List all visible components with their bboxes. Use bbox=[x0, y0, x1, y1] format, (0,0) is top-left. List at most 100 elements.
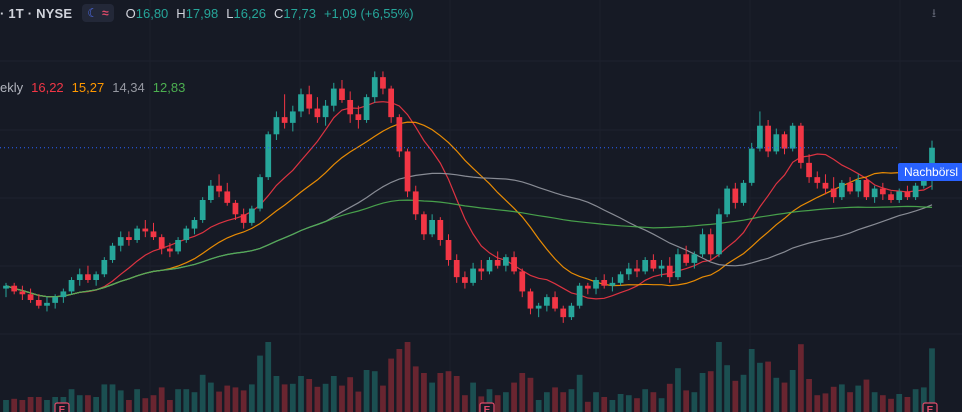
candle bbox=[388, 85, 395, 123]
earnings-marker-label: E bbox=[927, 405, 934, 412]
candle-body bbox=[306, 94, 313, 109]
volume-bar bbox=[486, 389, 493, 412]
session-badge[interactable]: Nachbörsl bbox=[898, 163, 962, 181]
volume-bar bbox=[183, 389, 190, 412]
candle bbox=[814, 171, 821, 189]
volume-bar bbox=[716, 342, 722, 412]
volume-bar bbox=[240, 390, 247, 412]
volume-bar bbox=[470, 382, 476, 412]
volume-bar bbox=[191, 392, 198, 412]
candle bbox=[789, 122, 796, 152]
volume-bar bbox=[658, 398, 665, 412]
candle-body bbox=[380, 77, 386, 89]
volume-bar bbox=[789, 370, 796, 412]
volume-bar bbox=[806, 379, 812, 412]
ma-value-2: 15,27 bbox=[71, 79, 105, 95]
ohlc-close: C17,73 bbox=[274, 5, 316, 21]
arrow-down-icon[interactable]: ⭳ bbox=[931, 6, 937, 20]
candle bbox=[519, 268, 526, 298]
candle-body bbox=[806, 162, 812, 178]
ma-legend-label[interactable]: ekly bbox=[0, 79, 24, 95]
candle-body bbox=[322, 105, 329, 118]
candle bbox=[35, 294, 42, 309]
earnings-marker: E bbox=[479, 402, 495, 412]
volume-bar bbox=[847, 392, 853, 412]
volume-bar bbox=[543, 392, 550, 412]
volume-bar bbox=[552, 387, 558, 412]
candle-body bbox=[830, 188, 837, 198]
candle bbox=[625, 262, 632, 280]
candle bbox=[576, 282, 583, 309]
candle-body bbox=[388, 88, 395, 118]
candle-body bbox=[535, 305, 542, 309]
candle bbox=[699, 228, 706, 258]
candle-body bbox=[273, 117, 280, 135]
volume-bar bbox=[724, 365, 731, 412]
candle-body bbox=[912, 185, 919, 198]
candle bbox=[535, 302, 542, 318]
volume-bar bbox=[863, 379, 870, 412]
candle-body bbox=[429, 220, 435, 235]
volume-bar bbox=[355, 391, 362, 412]
volume-bar bbox=[85, 395, 91, 412]
symbol-title[interactable]: · 1T · NYSE bbox=[0, 5, 73, 21]
candle-body bbox=[117, 237, 124, 246]
candle-body bbox=[879, 188, 886, 195]
symbol-legend: · 1T · NYSE ☾ ≈ O16,80 H17,98 L16,26 C17… bbox=[0, 4, 414, 22]
candle bbox=[617, 271, 624, 286]
candle bbox=[167, 242, 173, 258]
candle-body bbox=[642, 260, 649, 272]
volume-bar bbox=[773, 377, 780, 412]
candle-body bbox=[675, 254, 681, 278]
candle-body bbox=[396, 117, 403, 152]
candle bbox=[232, 200, 239, 220]
candle-body bbox=[593, 280, 599, 289]
volume-bar bbox=[666, 383, 673, 412]
volume-bar bbox=[44, 400, 50, 412]
candle bbox=[871, 185, 878, 203]
volume-bar bbox=[650, 392, 657, 412]
candle-body bbox=[470, 268, 476, 283]
candle bbox=[503, 254, 509, 272]
volume-bar bbox=[798, 344, 804, 412]
session-toggle[interactable]: ☾ ≈ bbox=[82, 4, 114, 22]
candle bbox=[560, 305, 567, 323]
ma-line-1 bbox=[5, 101, 933, 300]
volume-bar bbox=[838, 384, 845, 412]
ma-legend: ekly 16,22 15,27 14,34 12,83 bbox=[0, 78, 185, 96]
candle-body bbox=[511, 257, 517, 272]
candle-body bbox=[363, 97, 370, 120]
candle-body bbox=[232, 202, 239, 215]
candle bbox=[101, 257, 108, 278]
candle bbox=[634, 260, 640, 278]
candle-body bbox=[3, 285, 9, 289]
candle bbox=[76, 268, 83, 286]
candle bbox=[273, 111, 280, 140]
candle-body bbox=[584, 285, 591, 289]
candle bbox=[207, 180, 214, 203]
candle bbox=[330, 82, 337, 112]
volume-bar bbox=[584, 401, 591, 412]
candle-body bbox=[683, 254, 690, 263]
volume-bar bbox=[560, 392, 567, 412]
volume-bar bbox=[330, 376, 337, 412]
candle bbox=[543, 294, 550, 312]
candle-body bbox=[494, 260, 501, 266]
candle-body bbox=[167, 248, 173, 252]
candle bbox=[44, 297, 50, 312]
volume-bar bbox=[101, 384, 108, 412]
candle bbox=[822, 174, 829, 195]
ohlc-open: O16,80 bbox=[125, 5, 169, 21]
candle-body bbox=[76, 274, 83, 280]
candle-body bbox=[658, 265, 665, 269]
candle bbox=[896, 188, 903, 203]
volume-bar bbox=[822, 393, 829, 412]
candle bbox=[724, 185, 731, 218]
candle bbox=[552, 291, 558, 312]
candle bbox=[396, 114, 403, 158]
candle-body bbox=[207, 185, 214, 200]
candle bbox=[675, 248, 681, 280]
candle-body bbox=[748, 148, 755, 183]
